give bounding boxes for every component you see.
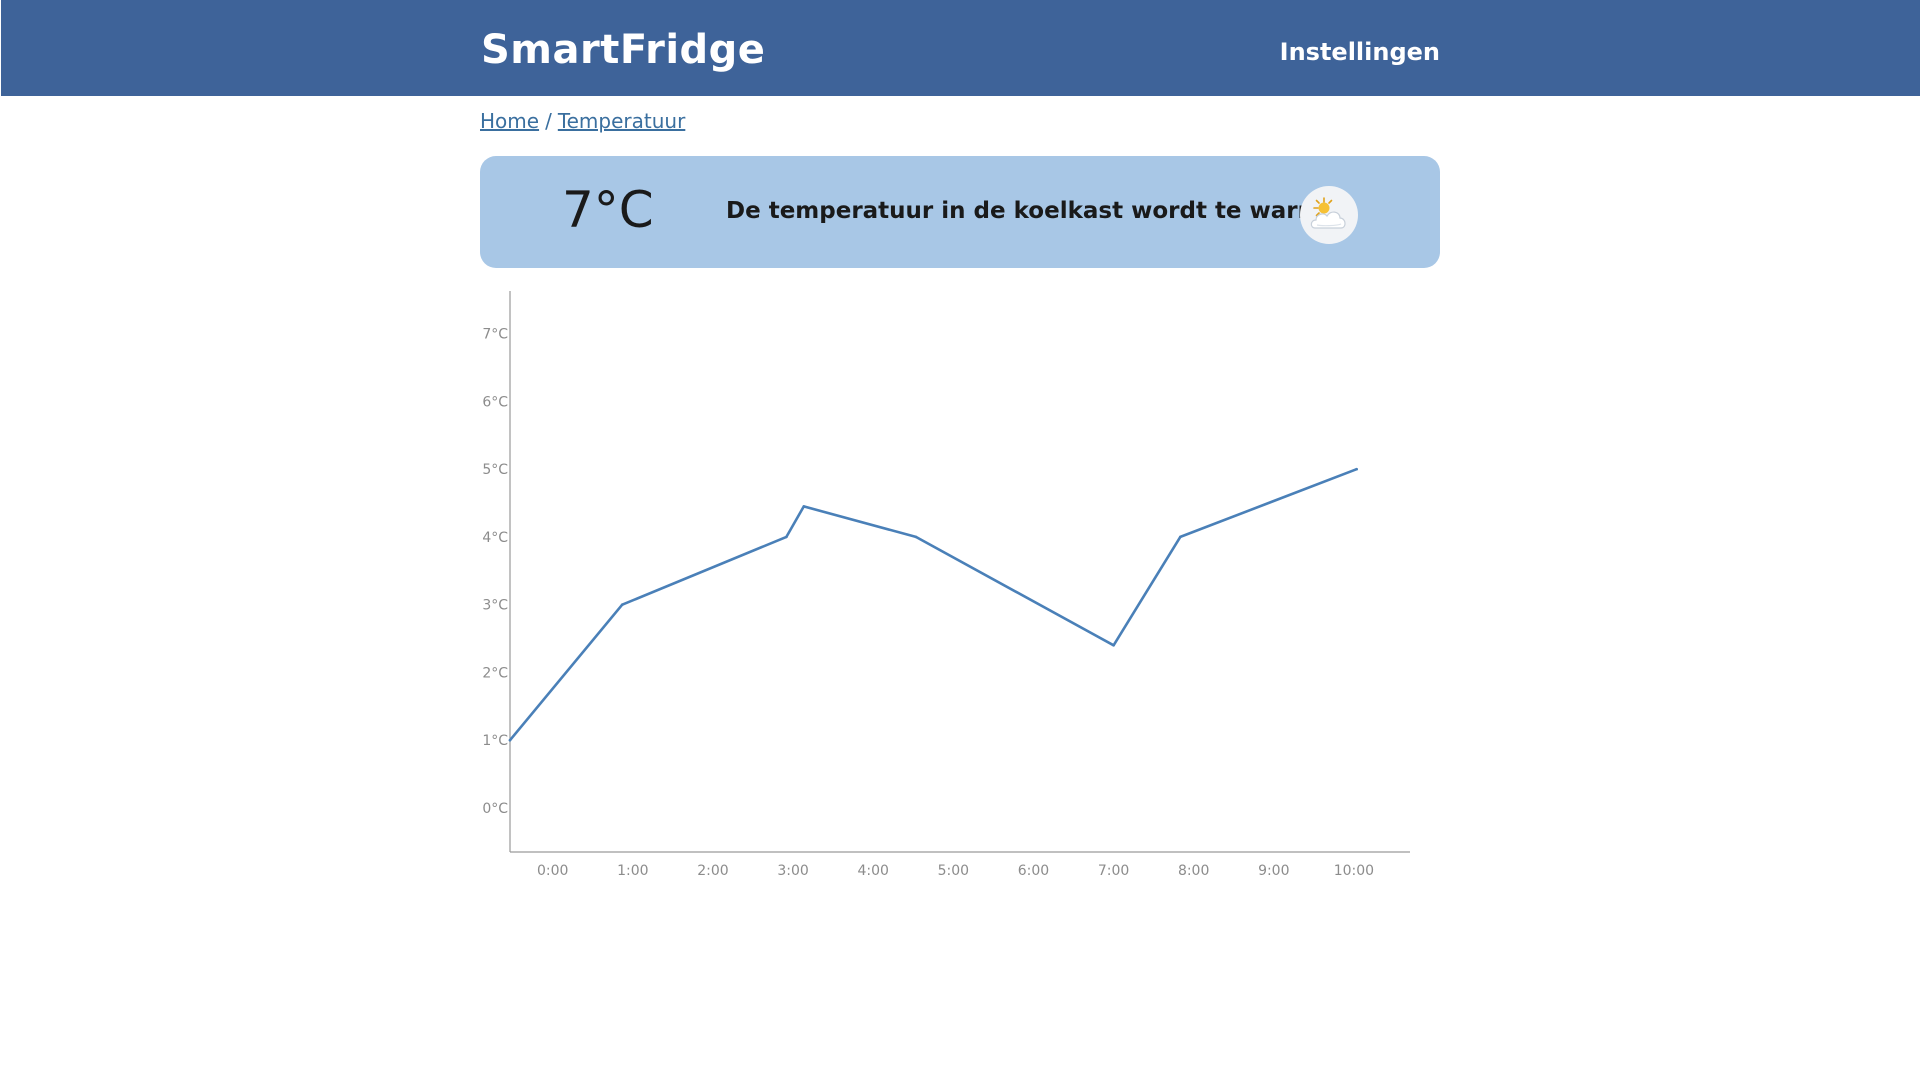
breadcrumb-home[interactable]: Home bbox=[480, 109, 540, 133]
x-tick-label: 0:00 bbox=[537, 863, 568, 879]
sun-behind-cloud-icon bbox=[1300, 186, 1358, 244]
x-tick-label: 8:00 bbox=[1178, 863, 1209, 879]
data-point bbox=[620, 603, 624, 606]
temperature-alert: 7°C De temperatuur in de koelkast wordt … bbox=[480, 156, 1440, 268]
y-tick-label: 3°C bbox=[482, 598, 508, 614]
y-tick-label: 7°C bbox=[482, 327, 508, 343]
breadcrumb-temperature[interactable]: Temperatuur bbox=[557, 109, 686, 133]
x-tick-label: 7:00 bbox=[1098, 863, 1129, 879]
current-temperature: 7°C bbox=[562, 181, 654, 239]
y-tick-label: 4°C bbox=[482, 530, 508, 546]
data-point bbox=[1355, 467, 1358, 471]
header-bar: SmartFridge Instellingen bbox=[1, 0, 1920, 96]
x-tick-label: 4:00 bbox=[857, 863, 888, 879]
y-tick-label: 0°C bbox=[482, 801, 508, 817]
breadcrumb-separator: / bbox=[545, 109, 552, 133]
x-tick-label: 1:00 bbox=[617, 863, 648, 879]
breadcrumb: Home / Temperatuur bbox=[480, 108, 685, 134]
x-tick-label: 3:00 bbox=[777, 863, 808, 879]
data-point bbox=[785, 535, 788, 539]
data-point bbox=[914, 535, 918, 539]
x-tick-label: 6:00 bbox=[1018, 863, 1049, 879]
y-tick-label: 2°C bbox=[482, 665, 508, 681]
temperature-chart: 0°C 1°C 2°C 3°C 4°C 5°C 6°C 7°C 0:00 1:00 2:00 3:00… bbox=[482, 291, 1410, 879]
data-point bbox=[508, 738, 512, 742]
data-point bbox=[1179, 535, 1182, 539]
y-tick-label: 5°C bbox=[482, 462, 508, 478]
data-point bbox=[802, 505, 806, 508]
data-point bbox=[1112, 644, 1115, 647]
x-tick-label: 10:00 bbox=[1334, 863, 1374, 879]
x-tick-label: 5:00 bbox=[938, 863, 969, 879]
y-tick-label: 1°C bbox=[482, 733, 508, 749]
x-tick-label: 2:00 bbox=[697, 863, 728, 879]
brand-logo[interactable]: SmartFridge bbox=[481, 27, 766, 73]
y-tick-label: 6°C bbox=[482, 394, 508, 410]
settings-link[interactable]: Instellingen bbox=[1279, 38, 1440, 66]
alert-message: De temperatuur in de koelkast wordt te w… bbox=[726, 198, 1333, 224]
x-tick-label: 9:00 bbox=[1258, 863, 1289, 879]
temperature-line bbox=[508, 467, 1358, 742]
